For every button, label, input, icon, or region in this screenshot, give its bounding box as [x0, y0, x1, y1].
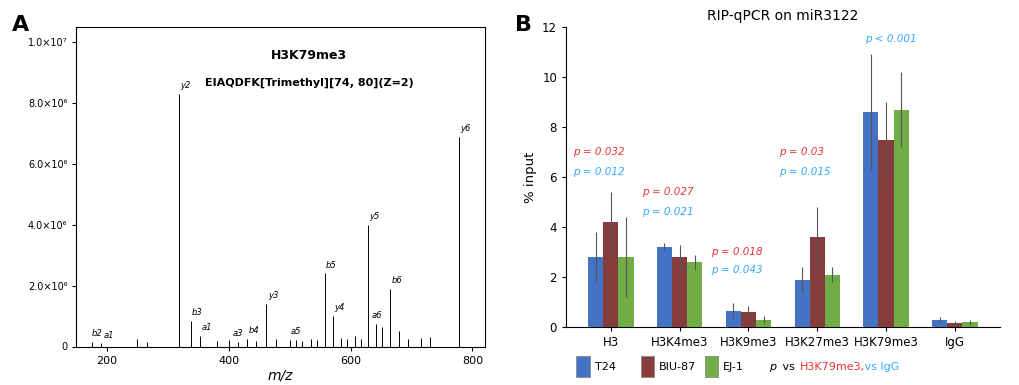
Text: y4: y4 [334, 303, 344, 312]
Text: EJ-1: EJ-1 [722, 362, 743, 372]
Bar [726, 311, 740, 327]
X-axis label: m/z: m/z [268, 368, 292, 382]
Text: vs IgG: vs IgG [860, 362, 899, 372]
Bar [893, 110, 908, 327]
Bar [618, 257, 633, 327]
Text: BIU-87: BIU-87 [658, 362, 696, 372]
Y-axis label: % input: % input [523, 151, 536, 203]
Text: H3K79me3: H3K79me3 [271, 49, 346, 62]
Text: p = 0.03: p = 0.03 [779, 147, 823, 157]
Text: T24: T24 [594, 362, 615, 372]
Text: B: B [515, 15, 532, 35]
Bar [931, 320, 947, 327]
Text: a1: a1 [202, 323, 212, 332]
Text: b4: b4 [248, 326, 259, 335]
Text: a3: a3 [232, 329, 244, 338]
Text: p = 0.043: p = 0.043 [710, 265, 761, 275]
Bar [962, 322, 976, 327]
Title: RIP-qPCR on miR3122: RIP-qPCR on miR3122 [706, 9, 858, 23]
Text: p < 0.001: p < 0.001 [864, 35, 916, 44]
Text: p = 0.027: p = 0.027 [641, 187, 693, 197]
Bar [877, 140, 893, 327]
Text: b2: b2 [92, 329, 102, 338]
Bar [755, 320, 770, 327]
Text: vs: vs [779, 362, 798, 372]
Bar [862, 112, 877, 327]
Text: p = 0.018: p = 0.018 [710, 247, 761, 257]
Bar [588, 257, 602, 327]
Bar [809, 237, 824, 327]
Bar [794, 280, 809, 327]
Text: b5: b5 [326, 261, 336, 270]
Text: H3K79me3,: H3K79me3, [799, 362, 864, 372]
Bar [672, 257, 687, 327]
Text: p = 0.012: p = 0.012 [573, 167, 624, 177]
Text: y6: y6 [460, 124, 470, 133]
Text: A: A [12, 15, 30, 35]
Text: y3: y3 [267, 291, 278, 300]
Bar [656, 247, 672, 327]
Bar [687, 262, 702, 327]
Text: p = 0.021: p = 0.021 [641, 207, 693, 217]
Text: EIAQDFK[Trimethyl][74, 80](Z=2): EIAQDFK[Trimethyl][74, 80](Z=2) [205, 78, 413, 88]
Text: p = 0.015: p = 0.015 [779, 167, 830, 177]
Text: b3: b3 [192, 308, 203, 317]
Text: a1: a1 [103, 331, 114, 340]
Text: y2: y2 [179, 81, 191, 90]
Bar [824, 275, 839, 327]
Text: y5: y5 [369, 212, 379, 221]
Text: p: p [768, 362, 775, 372]
Text: p = 0.032: p = 0.032 [573, 147, 624, 157]
Text: a5: a5 [290, 327, 301, 336]
Bar [947, 323, 962, 327]
Bar [602, 222, 618, 327]
Text: b6: b6 [391, 276, 401, 285]
Text: a6: a6 [371, 311, 381, 320]
Bar [740, 312, 755, 327]
